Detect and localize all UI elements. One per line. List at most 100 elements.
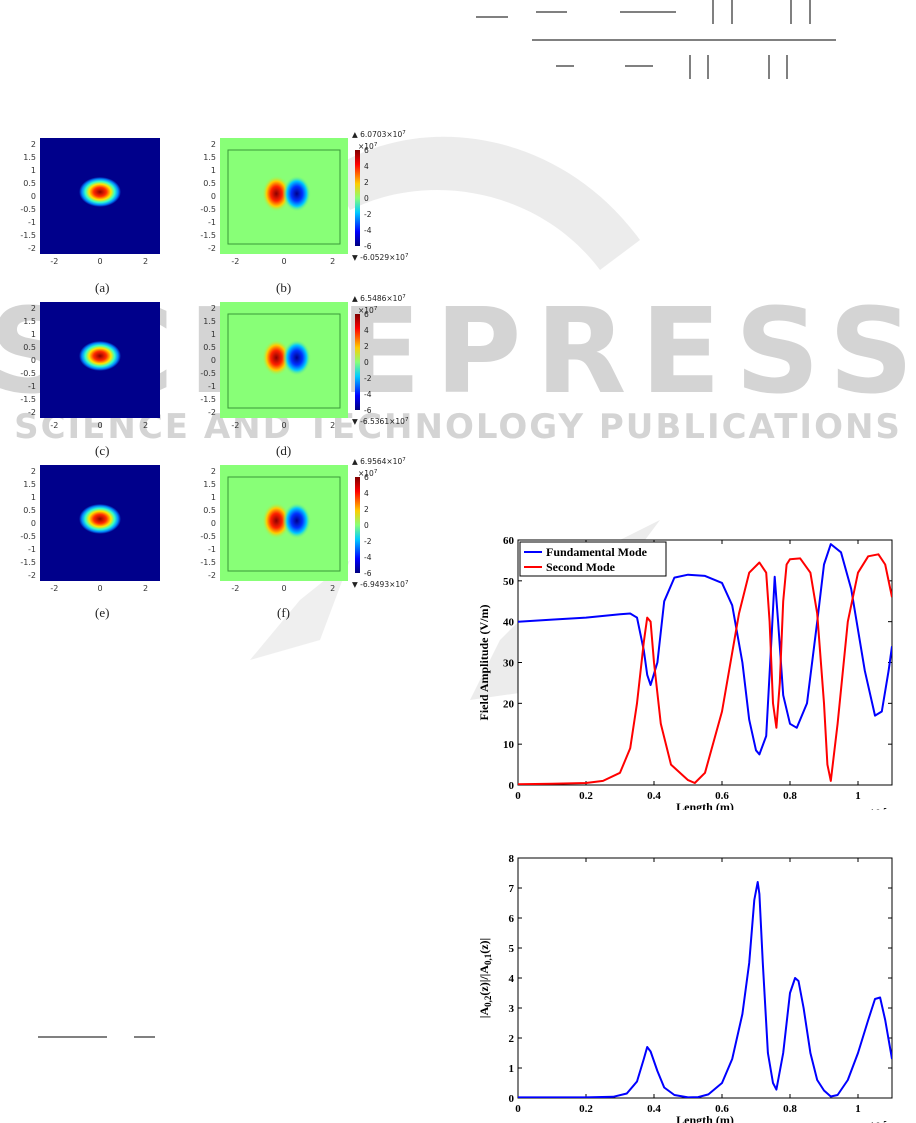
panel-y-tick: -2 — [208, 571, 216, 580]
panel-y-tick: 2 — [31, 467, 36, 476]
series-line-1 — [518, 543, 892, 756]
mode-panel-d: 6 4 2 0 -2 -4 -6 ×107 ▲ 6.5486×107 ▼ -6.5361×107 2… — [200, 294, 409, 430]
panel-y-tick: 1 — [211, 166, 216, 175]
colorbar-tick-label: 2 — [364, 342, 369, 351]
panel-y-tick: 1.5 — [203, 317, 216, 326]
panel-y-tick: -1 — [208, 545, 216, 554]
y-tick-label: 10 — [503, 739, 515, 751]
colorbar-min: ▼ -6.9493×107 — [352, 580, 409, 589]
x-axis-multiplier: x 10-5 — [860, 1119, 887, 1123]
panel-x-tick: 2 — [143, 584, 148, 593]
colorbar-tick-label: -2 — [364, 374, 372, 383]
mode-intensity-spot — [79, 340, 121, 371]
equation-fragment-top — [476, 0, 836, 79]
negative-lobe — [282, 339, 311, 376]
legend-entry: Fundamental Mode — [546, 545, 648, 559]
panel-y-tick: 0 — [211, 356, 216, 365]
x-tick-label: 0.8 — [783, 790, 797, 802]
mode-profile-figure: 2 1.5 1 0.5 0 -0.5 -1 -1.5 -2 -2 0 2 6 4 2 0 -2 -4 -6 ×107 ▲… — [0, 130, 440, 630]
y-tick-label: 0 — [509, 780, 515, 792]
panel-x-tick: -2 — [231, 257, 239, 266]
x-tick-label: 1 — [855, 1103, 861, 1115]
colorbar-max: ▲ 6.9564×107 — [352, 457, 406, 466]
panel-label-d: (d) — [276, 443, 292, 458]
panel-y-tick: -1 — [28, 382, 36, 391]
mode-panel-b: 6 4 2 0 -2 -4 -6 ×107 ▲ 6.0703×107 ▼ -6.0529×107 2… — [200, 130, 409, 266]
panel-y-tick: -1.5 — [20, 558, 36, 567]
mode-panel-e: 2 1.5 1 0.5 0 -0.5 -1 -1.5 -2 -2 0 2 — [20, 465, 160, 593]
panel-y-tick: 0 — [31, 519, 36, 528]
colorbar-scale: ×107 — [358, 142, 378, 151]
panel-x-tick: 0 — [281, 257, 286, 266]
y-tick-label: 6 — [509, 913, 515, 925]
x-tick-label: 0.4 — [647, 1103, 661, 1115]
y-tick-label: 20 — [503, 698, 515, 710]
panel-x-tick: 0 — [281, 584, 286, 593]
panel-y-tick: 2 — [31, 140, 36, 149]
plot-area — [517, 857, 893, 1099]
colorbar-tick-label: 6 — [364, 310, 369, 319]
panel-y-tick: -1 — [208, 382, 216, 391]
colorbar-tick-label: 2 — [364, 505, 369, 514]
negative-lobe — [282, 175, 311, 212]
panel-x-tick: 0 — [281, 421, 286, 430]
panel-y-tick: -0.5 — [200, 532, 216, 541]
panel-y-tick: -1.5 — [200, 395, 216, 404]
panel-y-tick: 1.5 — [23, 153, 36, 162]
x-axis-multiplier: x 10-5 — [860, 806, 887, 810]
panel-x-tick: 0 — [97, 421, 102, 430]
positive-lobe — [262, 175, 291, 212]
x-tick-label: 0.2 — [579, 1103, 593, 1115]
equation-fragment-bottom — [38, 1036, 155, 1038]
colorbar-tick-label: -4 — [364, 390, 372, 399]
panel-y-tick: -2 — [28, 408, 36, 417]
panel-y-tick: -1.5 — [200, 231, 216, 240]
y-tick-label: 60 — [503, 535, 515, 547]
panel-x-tick: 2 — [330, 257, 335, 266]
x-tick-label: 0.6 — [715, 1103, 729, 1115]
colorbar-max: ▲ 6.0703×107 — [352, 130, 406, 139]
x-tick-label: 0 — [515, 790, 521, 802]
panel-y-tick: 1 — [211, 330, 216, 339]
panel-y-tick: -2 — [208, 244, 216, 253]
colorbar-min: ▼ -6.5361×107 — [352, 417, 409, 426]
panel-y-tick: 0 — [31, 192, 36, 201]
x-axis-label: Length (m) — [676, 1113, 734, 1123]
watermark-subtitle: SCIENCE AND TECHNOLOGY PUBLICATIONS — [14, 407, 902, 447]
field-amplitude-chart: 0 10 20 30 40 50 60 0 0.2 0.4 0.6 0.8 1 Length (m) x 1… — [477, 535, 893, 810]
panel-y-tick: -1 — [208, 218, 216, 227]
y-tick-label: 1 — [509, 1063, 515, 1075]
panel-y-tick: -1 — [28, 218, 36, 227]
panel-y-tick: -0.5 — [20, 205, 36, 214]
y-axis-label: |A0,2(z)|/|A0,1(z)| — [477, 938, 493, 1018]
colorbar-tick-label: 6 — [364, 146, 369, 155]
panel-y-tick: -0.5 — [200, 369, 216, 378]
series-line-2 — [518, 553, 892, 785]
colorbar-min: ▼ -6.0529×107 — [352, 253, 409, 262]
panel-y-tick: 1.5 — [203, 153, 216, 162]
panel-y-tick: 1 — [31, 330, 36, 339]
panel-x-tick: 2 — [143, 257, 148, 266]
panel-y-tick: 1.5 — [23, 317, 36, 326]
panel-y-tick: 0.5 — [203, 506, 216, 515]
panel-y-tick: 2 — [211, 467, 216, 476]
panel-y-tick: 0 — [31, 356, 36, 365]
panel-y-tick: -1.5 — [200, 558, 216, 567]
colorbar-tick-label: -4 — [364, 553, 372, 562]
positive-lobe — [262, 502, 291, 539]
panel-y-tick: 1.5 — [23, 480, 36, 489]
panel-y-tick: 1 — [31, 493, 36, 502]
y-tick-label: 5 — [509, 943, 515, 955]
panel-y-tick: -2 — [208, 408, 216, 417]
panel-label-a: (a) — [95, 280, 110, 295]
mode-panel-f: 6 4 2 0 -2 -4 -6 ×107 ▲ 6.9564×107 ▼ -6.9493×107 2… — [200, 457, 409, 593]
panel-x-tick: -2 — [50, 421, 58, 430]
y-tick-label: 2 — [509, 1033, 515, 1045]
panel-y-tick: 2 — [31, 304, 36, 313]
colorbar-scale: ×107 — [358, 306, 378, 315]
panel-y-tick: 2 — [211, 304, 216, 313]
colorbar — [355, 150, 360, 246]
x-tick-label: 0.2 — [579, 790, 593, 802]
panel-x-tick: -2 — [50, 257, 58, 266]
